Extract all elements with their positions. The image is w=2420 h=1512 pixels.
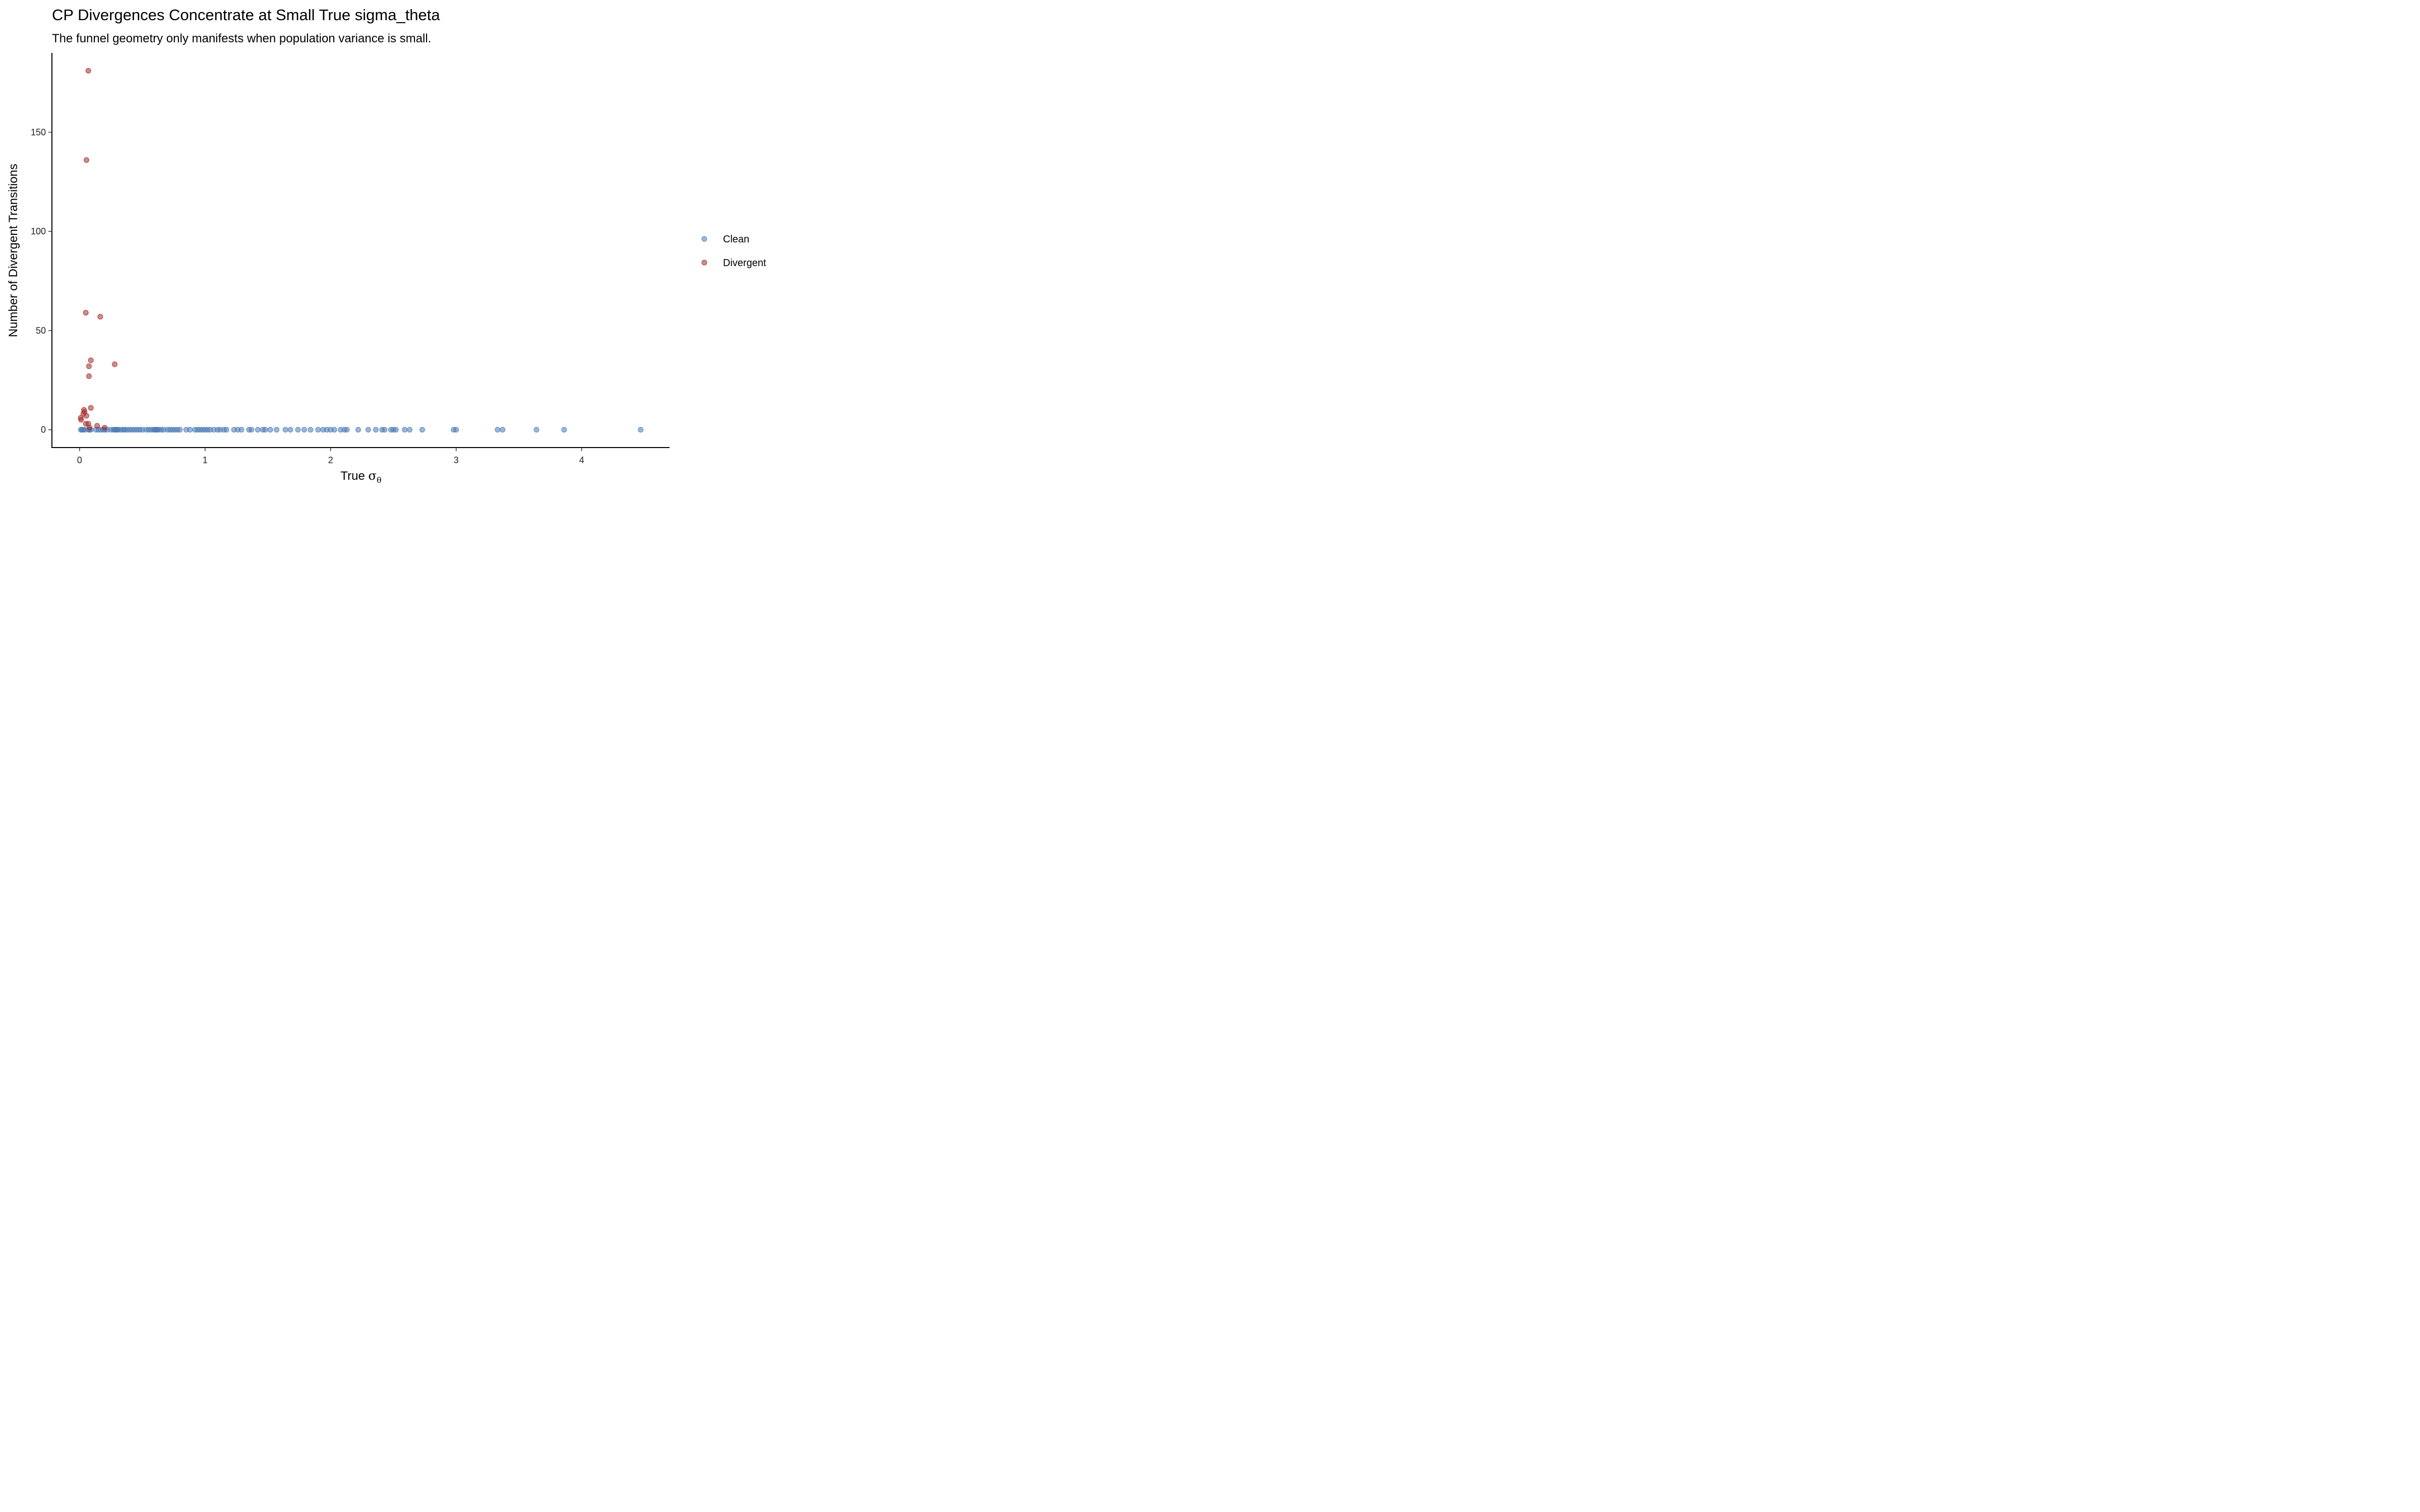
- x-axis-title-symbol: σ: [369, 469, 377, 483]
- data-point-clean: [238, 427, 245, 433]
- data-point-clean: [315, 427, 321, 433]
- data-point-clean: [287, 427, 293, 433]
- data-point-clean: [355, 427, 361, 433]
- data-point-clean: [638, 427, 644, 433]
- data-point-clean: [495, 427, 501, 433]
- data-point-clean: [393, 427, 399, 433]
- x-tick-label: 4: [579, 455, 584, 465]
- x-axis-title-text: True: [340, 469, 365, 483]
- data-point-clean: [373, 427, 379, 433]
- data-point-divergent: [88, 357, 94, 363]
- data-point-divergent: [83, 157, 89, 163]
- data-point-clean: [177, 427, 183, 433]
- data-point-clean: [249, 427, 255, 433]
- data-point-divergent: [94, 423, 100, 429]
- data-point-clean: [255, 427, 261, 433]
- y-tick-label: 100: [31, 226, 46, 236]
- legend-label-divergent: Divergent: [723, 258, 766, 269]
- data-point-divergent: [86, 373, 92, 379]
- legend-label-clean: Clean: [723, 234, 749, 245]
- data-point-clean: [402, 427, 408, 433]
- chart-title: CP Divergences Concentrate at Small True…: [52, 6, 440, 24]
- data-point-clean: [533, 427, 539, 433]
- data-point-clean: [301, 427, 307, 433]
- data-point-clean: [223, 427, 229, 433]
- series-divergent: [78, 68, 117, 431]
- y-tick-label: 0: [41, 425, 46, 435]
- x-ticks: 0 1 2 3 4: [77, 448, 584, 465]
- data-point-clean: [453, 427, 459, 433]
- data-point-clean: [561, 427, 567, 433]
- x-tick-label: 3: [454, 455, 459, 465]
- y-tick-label: 50: [36, 326, 46, 336]
- y-tick-label: 150: [31, 127, 46, 137]
- data-point-divergent: [78, 417, 84, 423]
- data-point-clean: [308, 427, 314, 433]
- data-point-divergent: [102, 425, 108, 431]
- y-ticks: 0 50 100 150: [31, 127, 52, 435]
- data-point-clean: [331, 427, 337, 433]
- x-tick-label: 1: [203, 455, 208, 465]
- chart: CP Divergences Concentrate at Small True…: [7, 6, 766, 484]
- data-point-divergent: [88, 405, 94, 411]
- data-point-clean: [282, 427, 288, 433]
- data-point-clean: [267, 427, 273, 433]
- data-point-clean: [274, 427, 280, 433]
- points-layer: [78, 68, 644, 433]
- data-point-divergent: [86, 363, 92, 369]
- x-tick-label: 0: [77, 455, 82, 465]
- data-point-divergent: [83, 413, 89, 419]
- y-axis-title: Number of Divergent Transitions: [7, 164, 20, 337]
- x-axis-title: True σθ: [340, 469, 381, 484]
- data-point-clean: [419, 427, 426, 433]
- data-point-divergent: [83, 309, 89, 316]
- data-point-clean: [187, 427, 193, 433]
- data-point-divergent: [87, 425, 93, 431]
- legend-swatch-clean: [701, 236, 707, 242]
- legend: Clean Divergent: [701, 234, 766, 269]
- data-point-clean: [344, 427, 350, 433]
- x-tick-label: 2: [328, 455, 333, 465]
- series-clean: [78, 427, 644, 433]
- data-point-clean: [407, 427, 413, 433]
- data-point-divergent: [97, 313, 103, 320]
- x-axis-title-subscript: θ: [377, 475, 382, 484]
- data-point-divergent: [111, 361, 117, 367]
- data-point-clean: [500, 427, 506, 433]
- chart-subtitle: The funnel geometry only manifests when …: [52, 32, 431, 45]
- data-point-clean: [382, 427, 388, 433]
- data-point-divergent: [85, 68, 91, 74]
- data-point-clean: [262, 427, 268, 433]
- data-point-clean: [295, 427, 301, 433]
- legend-swatch-divergent: [701, 260, 707, 266]
- data-point-clean: [365, 427, 371, 433]
